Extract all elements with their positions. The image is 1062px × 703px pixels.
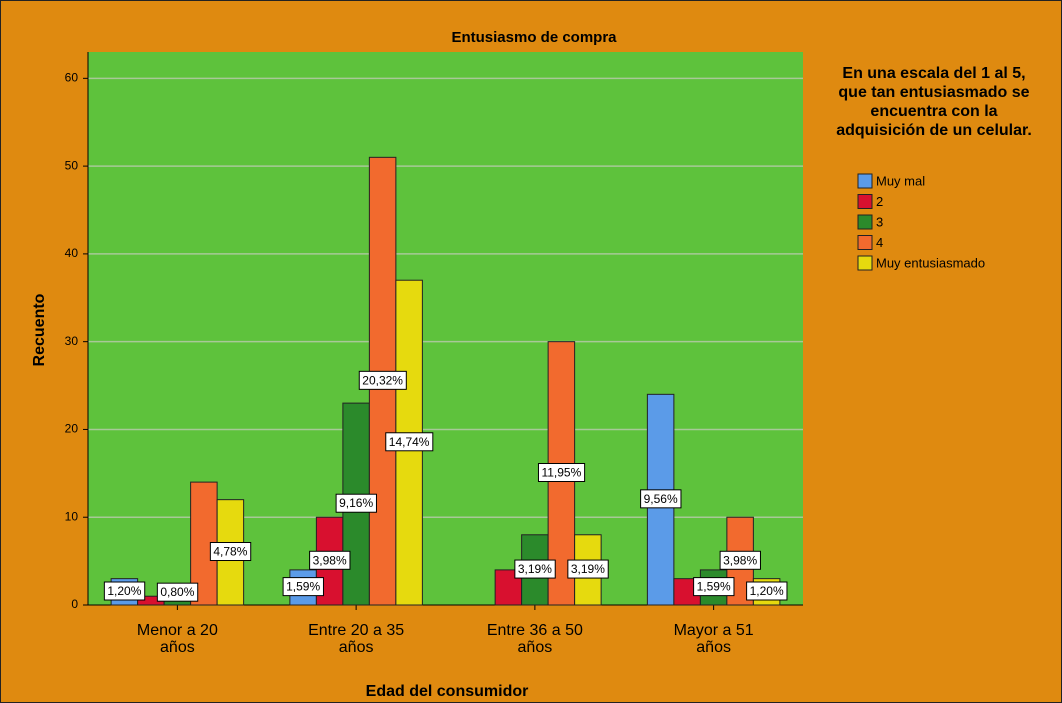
legend-label: Muy entusiasmado	[876, 255, 985, 270]
data-label-bg	[537, 463, 586, 483]
data-label-box: 1,20%	[103, 581, 146, 601]
data-label-bg	[282, 577, 324, 597]
data-label: 20,32%	[362, 373, 403, 387]
data-label-box: 1,59%	[693, 577, 735, 597]
legend-swatch	[857, 173, 873, 189]
x-tick-label: Entre 36 a 50 años	[487, 622, 583, 656]
data-label: 4,78%	[213, 545, 247, 559]
data-label: 3,19%	[518, 562, 552, 576]
data-label-box: 9,56%	[640, 489, 682, 509]
data-label: 14,74%	[389, 435, 430, 449]
data-label: 0,80%	[160, 585, 194, 599]
data-label-box: 3,19%	[567, 559, 609, 579]
y-axis-label: Recuento	[31, 293, 48, 366]
legend-swatch	[857, 235, 873, 250]
data-label-box: 11,95%	[537, 463, 586, 483]
data-label: 9,56%	[644, 492, 678, 506]
data-label-box: 9,16%	[335, 493, 377, 513]
data-label-bg	[693, 577, 735, 597]
data-label-bg	[514, 559, 556, 579]
y-tick-label: 0	[71, 597, 78, 611]
data-label: 1,20%	[107, 584, 141, 598]
data-label-box: 0,80%	[156, 582, 199, 602]
data-label-box: 3,98%	[309, 550, 351, 570]
data-label: 11,95%	[541, 466, 581, 480]
data-label: 1,59%	[286, 580, 320, 594]
data-label-box: 1,59%	[282, 577, 324, 597]
y-tick-label: 30	[65, 334, 79, 348]
x-tick-label: Menor a 20 años	[137, 622, 218, 656]
data-label-bg	[385, 432, 434, 452]
data-label-box: 3,19%	[514, 559, 556, 579]
data-label-box: 3,98%	[719, 550, 761, 570]
data-label: 3,98%	[723, 553, 757, 567]
data-label-box: 14,74%	[385, 432, 434, 452]
data-label-bg	[103, 581, 146, 601]
data-label-bg	[156, 582, 199, 602]
data-label-bg	[335, 493, 377, 513]
data-label-bg	[719, 550, 761, 570]
data-label-bg	[358, 370, 407, 390]
legend-title: En una escala del 1 al 5, que tan entusia…	[836, 65, 1032, 139]
chart-title: Entusiasmo de compra	[451, 29, 617, 46]
data-label-bg	[746, 581, 788, 601]
legend-label: 4	[876, 235, 883, 250]
legend-label: 2	[876, 194, 883, 209]
legend-swatch	[857, 214, 873, 230]
legend-swatch	[857, 194, 873, 209]
data-label-box: 4,78%	[209, 542, 252, 562]
x-axis-label: Edad del consumidor	[366, 683, 529, 700]
data-label-box: 20,32%	[358, 370, 407, 390]
y-tick-label: 50	[65, 158, 79, 172]
data-label-bg	[209, 542, 252, 562]
data-label-box: 1,20%	[746, 581, 788, 601]
data-label: 3,98%	[313, 553, 347, 567]
y-tick-label: 60	[65, 71, 79, 85]
legend-label: 3	[876, 214, 883, 229]
data-label: 3,19%	[571, 562, 605, 576]
y-tick-label: 40	[65, 246, 79, 260]
data-label: 1,20%	[750, 584, 784, 598]
data-label: 9,16%	[339, 496, 373, 510]
y-tick-label: 10	[65, 509, 79, 523]
x-tick-label: Entre 20 a 35 años	[308, 622, 404, 656]
data-label-bg	[567, 559, 609, 579]
legend-label: Muy mal	[876, 173, 925, 188]
data-label-bg	[640, 489, 682, 509]
x-tick-label: Mayor a 51 años	[674, 622, 754, 656]
legend-swatch	[857, 255, 873, 271]
data-label: 1,59%	[697, 580, 731, 594]
data-label-bg	[309, 550, 351, 570]
y-tick-label: 20	[65, 422, 79, 436]
